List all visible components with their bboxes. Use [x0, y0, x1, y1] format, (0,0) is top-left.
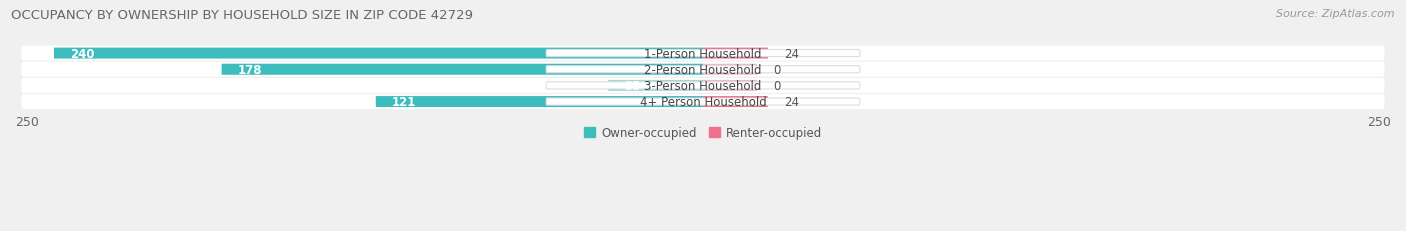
FancyBboxPatch shape — [53, 48, 703, 59]
Text: 2-Person Household: 2-Person Household — [644, 64, 762, 76]
FancyBboxPatch shape — [546, 50, 860, 57]
Text: OCCUPANCY BY OWNERSHIP BY HOUSEHOLD SIZE IN ZIP CODE 42729: OCCUPANCY BY OWNERSHIP BY HOUSEHOLD SIZE… — [11, 9, 474, 22]
FancyBboxPatch shape — [21, 95, 1385, 109]
FancyBboxPatch shape — [546, 99, 860, 106]
Text: 4+ Person Household: 4+ Person Household — [640, 96, 766, 109]
Text: 24: 24 — [785, 96, 799, 109]
FancyBboxPatch shape — [703, 48, 768, 59]
FancyBboxPatch shape — [21, 63, 1385, 77]
Legend: Owner-occupied, Renter-occupied: Owner-occupied, Renter-occupied — [583, 126, 823, 140]
FancyBboxPatch shape — [703, 97, 768, 108]
Text: 1-Person Household: 1-Person Household — [644, 47, 762, 60]
FancyBboxPatch shape — [546, 66, 860, 73]
FancyBboxPatch shape — [609, 81, 703, 91]
Text: 24: 24 — [785, 47, 799, 60]
FancyBboxPatch shape — [21, 79, 1385, 93]
Text: Source: ZipAtlas.com: Source: ZipAtlas.com — [1277, 9, 1395, 19]
FancyBboxPatch shape — [703, 81, 756, 91]
Text: 3-Person Household: 3-Person Household — [644, 79, 762, 92]
Text: 240: 240 — [70, 47, 94, 60]
Text: 0: 0 — [773, 64, 780, 76]
FancyBboxPatch shape — [222, 64, 703, 75]
FancyBboxPatch shape — [375, 97, 703, 108]
Text: 0: 0 — [773, 79, 780, 92]
Text: 35: 35 — [624, 79, 641, 92]
Text: 178: 178 — [238, 64, 263, 76]
FancyBboxPatch shape — [546, 82, 860, 90]
FancyBboxPatch shape — [21, 46, 1385, 61]
FancyBboxPatch shape — [703, 64, 756, 75]
Text: 121: 121 — [392, 96, 416, 109]
